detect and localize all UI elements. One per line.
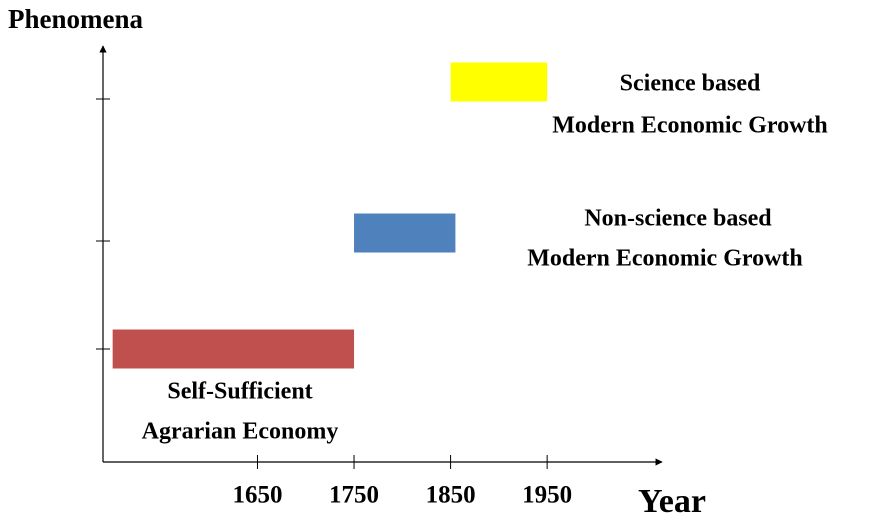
- bar: [450, 62, 548, 102]
- bar-label: Modern Economic Growth: [552, 113, 828, 139]
- bar-label: Non-science based: [584, 206, 772, 232]
- x-axis-label: Year: [638, 483, 706, 520]
- y-axis-label: Phenomena: [8, 4, 144, 34]
- x-tick-label: 1750: [329, 482, 379, 509]
- x-tick-label: 1850: [426, 482, 476, 509]
- bar-label: Modern Economic Growth: [527, 246, 803, 272]
- bar-label: Science based: [620, 71, 761, 97]
- bar: [112, 329, 355, 369]
- bar-label: Agrarian Economy: [142, 419, 339, 445]
- bar-label: Self-Sufficient: [167, 379, 312, 405]
- bar: [354, 213, 456, 253]
- x-tick-label: 1950: [522, 482, 572, 509]
- x-tick-label: 1650: [232, 482, 282, 509]
